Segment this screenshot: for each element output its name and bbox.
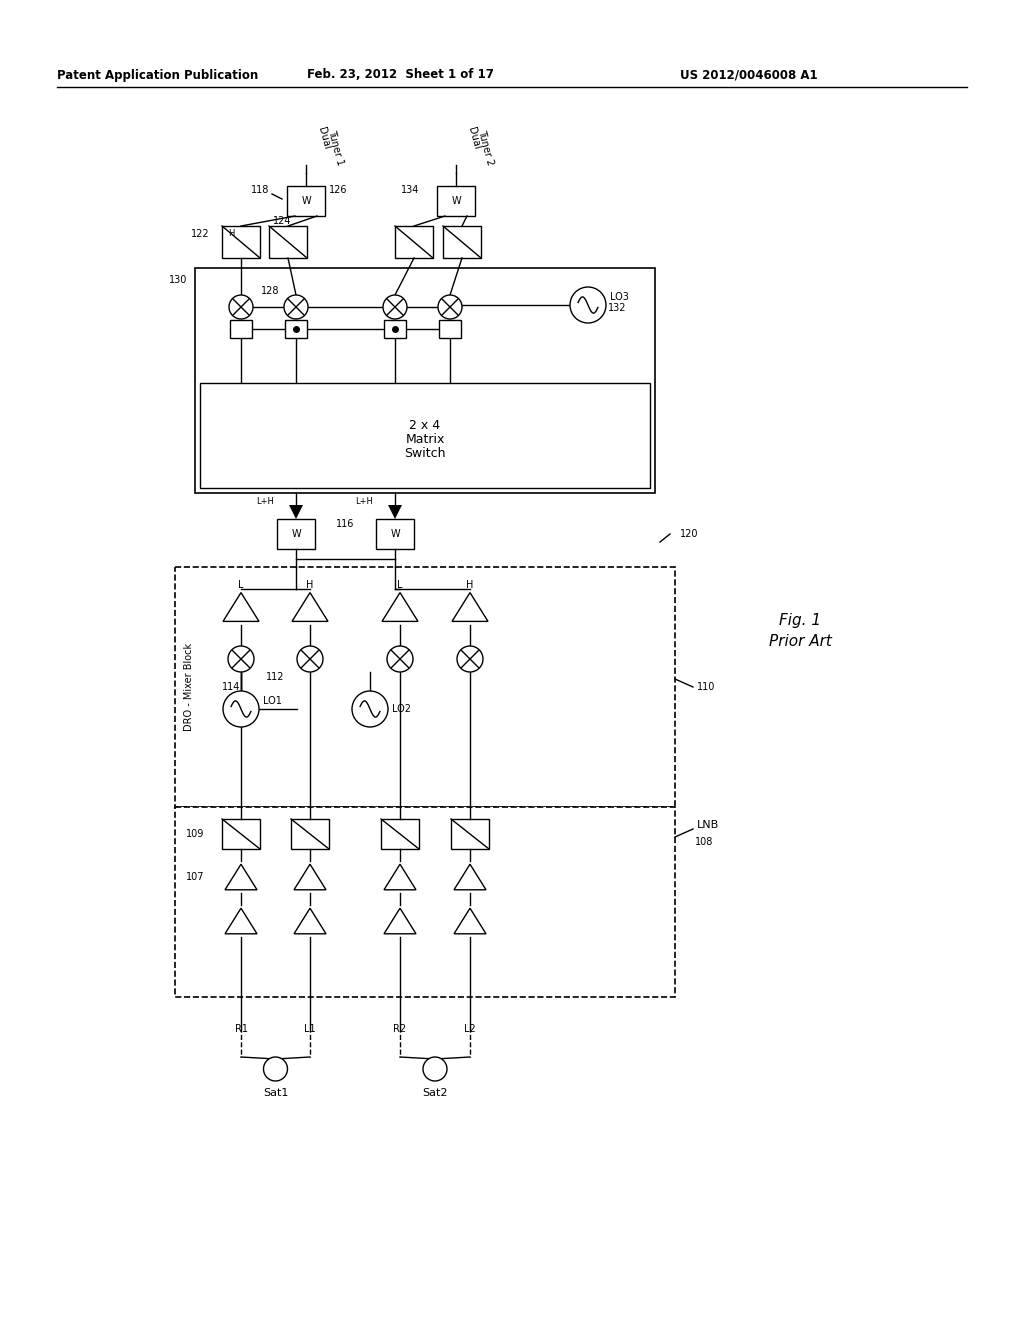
Text: H: H bbox=[466, 579, 474, 590]
Text: L2: L2 bbox=[464, 1024, 476, 1034]
Text: W: W bbox=[301, 195, 311, 206]
Text: Switch: Switch bbox=[404, 447, 445, 459]
Bar bbox=[451, 818, 489, 849]
Text: 114: 114 bbox=[222, 682, 241, 692]
Text: 128: 128 bbox=[261, 286, 280, 296]
Bar bbox=[230, 319, 252, 338]
Circle shape bbox=[263, 1057, 288, 1081]
Text: 130: 130 bbox=[169, 275, 187, 285]
Text: 108: 108 bbox=[695, 837, 714, 847]
Bar bbox=[287, 186, 325, 216]
Text: 116: 116 bbox=[336, 519, 354, 529]
Circle shape bbox=[387, 645, 413, 672]
Text: Prior Art: Prior Art bbox=[769, 635, 831, 649]
Text: LO3: LO3 bbox=[610, 292, 629, 302]
Bar bbox=[291, 818, 329, 849]
Text: H: H bbox=[306, 579, 313, 590]
Bar bbox=[278, 519, 315, 549]
Text: LO2: LO2 bbox=[392, 704, 411, 714]
Polygon shape bbox=[452, 593, 488, 622]
Text: 126: 126 bbox=[329, 185, 347, 195]
Bar bbox=[195, 268, 655, 492]
Text: Dual: Dual bbox=[316, 125, 332, 150]
Text: 109: 109 bbox=[185, 829, 204, 840]
Polygon shape bbox=[454, 908, 486, 933]
Text: 2 x 4: 2 x 4 bbox=[410, 418, 440, 432]
Circle shape bbox=[228, 645, 254, 672]
Text: US 2012/0046008 A1: US 2012/0046008 A1 bbox=[680, 69, 817, 82]
Text: 110: 110 bbox=[697, 682, 716, 692]
Bar bbox=[395, 226, 433, 257]
Circle shape bbox=[297, 645, 323, 672]
Text: L+H: L+H bbox=[256, 496, 274, 506]
Text: H: H bbox=[228, 230, 234, 239]
Polygon shape bbox=[289, 506, 303, 519]
Text: 122: 122 bbox=[191, 228, 210, 239]
Bar bbox=[222, 818, 260, 849]
Text: Tuner 1: Tuner 1 bbox=[327, 129, 345, 166]
Circle shape bbox=[457, 645, 483, 672]
Text: Sat1: Sat1 bbox=[263, 1088, 288, 1098]
Polygon shape bbox=[294, 865, 326, 890]
Text: R1: R1 bbox=[234, 1024, 248, 1034]
Bar bbox=[285, 319, 307, 338]
Polygon shape bbox=[294, 908, 326, 933]
Text: L+H: L+H bbox=[355, 496, 373, 506]
Text: 134: 134 bbox=[400, 185, 419, 195]
Bar bbox=[381, 818, 419, 849]
Text: Sat2: Sat2 bbox=[422, 1088, 447, 1098]
Text: Matrix: Matrix bbox=[406, 433, 444, 446]
Bar bbox=[175, 807, 675, 997]
Text: Patent Application Publication: Patent Application Publication bbox=[57, 69, 258, 82]
Text: L: L bbox=[397, 579, 402, 590]
Polygon shape bbox=[225, 908, 257, 933]
Polygon shape bbox=[225, 865, 257, 890]
Polygon shape bbox=[384, 865, 416, 890]
Text: LO1: LO1 bbox=[263, 696, 282, 706]
Text: L1: L1 bbox=[304, 1024, 315, 1034]
Text: W: W bbox=[291, 529, 301, 539]
Text: L: L bbox=[239, 579, 244, 590]
Bar bbox=[439, 319, 461, 338]
Circle shape bbox=[284, 294, 308, 319]
Circle shape bbox=[438, 294, 462, 319]
Text: W: W bbox=[390, 529, 399, 539]
Circle shape bbox=[423, 1057, 447, 1081]
Polygon shape bbox=[388, 506, 402, 519]
Bar bbox=[269, 226, 307, 257]
Polygon shape bbox=[382, 593, 418, 622]
Bar bbox=[384, 319, 406, 338]
Polygon shape bbox=[384, 908, 416, 933]
Text: 112: 112 bbox=[266, 672, 285, 682]
Text: Feb. 23, 2012  Sheet 1 of 17: Feb. 23, 2012 Sheet 1 of 17 bbox=[306, 69, 494, 82]
Text: 118: 118 bbox=[251, 185, 269, 195]
Circle shape bbox=[223, 690, 259, 727]
Text: Tuner 2: Tuner 2 bbox=[476, 129, 496, 166]
Circle shape bbox=[383, 294, 407, 319]
Text: 120: 120 bbox=[680, 529, 698, 539]
Bar bbox=[175, 568, 675, 807]
Bar bbox=[437, 186, 475, 216]
Text: 124: 124 bbox=[272, 216, 291, 226]
Polygon shape bbox=[292, 593, 328, 622]
Text: W: W bbox=[452, 195, 461, 206]
Text: 132: 132 bbox=[608, 304, 627, 313]
Circle shape bbox=[570, 286, 606, 323]
Circle shape bbox=[229, 294, 253, 319]
Bar bbox=[376, 519, 414, 549]
Polygon shape bbox=[454, 865, 486, 890]
Text: Fig. 1: Fig. 1 bbox=[779, 612, 821, 627]
Circle shape bbox=[352, 690, 388, 727]
Text: R2: R2 bbox=[393, 1024, 407, 1034]
Bar bbox=[200, 383, 650, 488]
Text: DRO - Mixer Block: DRO - Mixer Block bbox=[184, 643, 194, 731]
Text: LNB: LNB bbox=[697, 820, 719, 830]
Bar bbox=[222, 226, 260, 257]
Bar bbox=[443, 226, 481, 257]
Polygon shape bbox=[223, 593, 259, 622]
Text: 107: 107 bbox=[185, 873, 204, 882]
Text: Dual: Dual bbox=[466, 125, 481, 150]
